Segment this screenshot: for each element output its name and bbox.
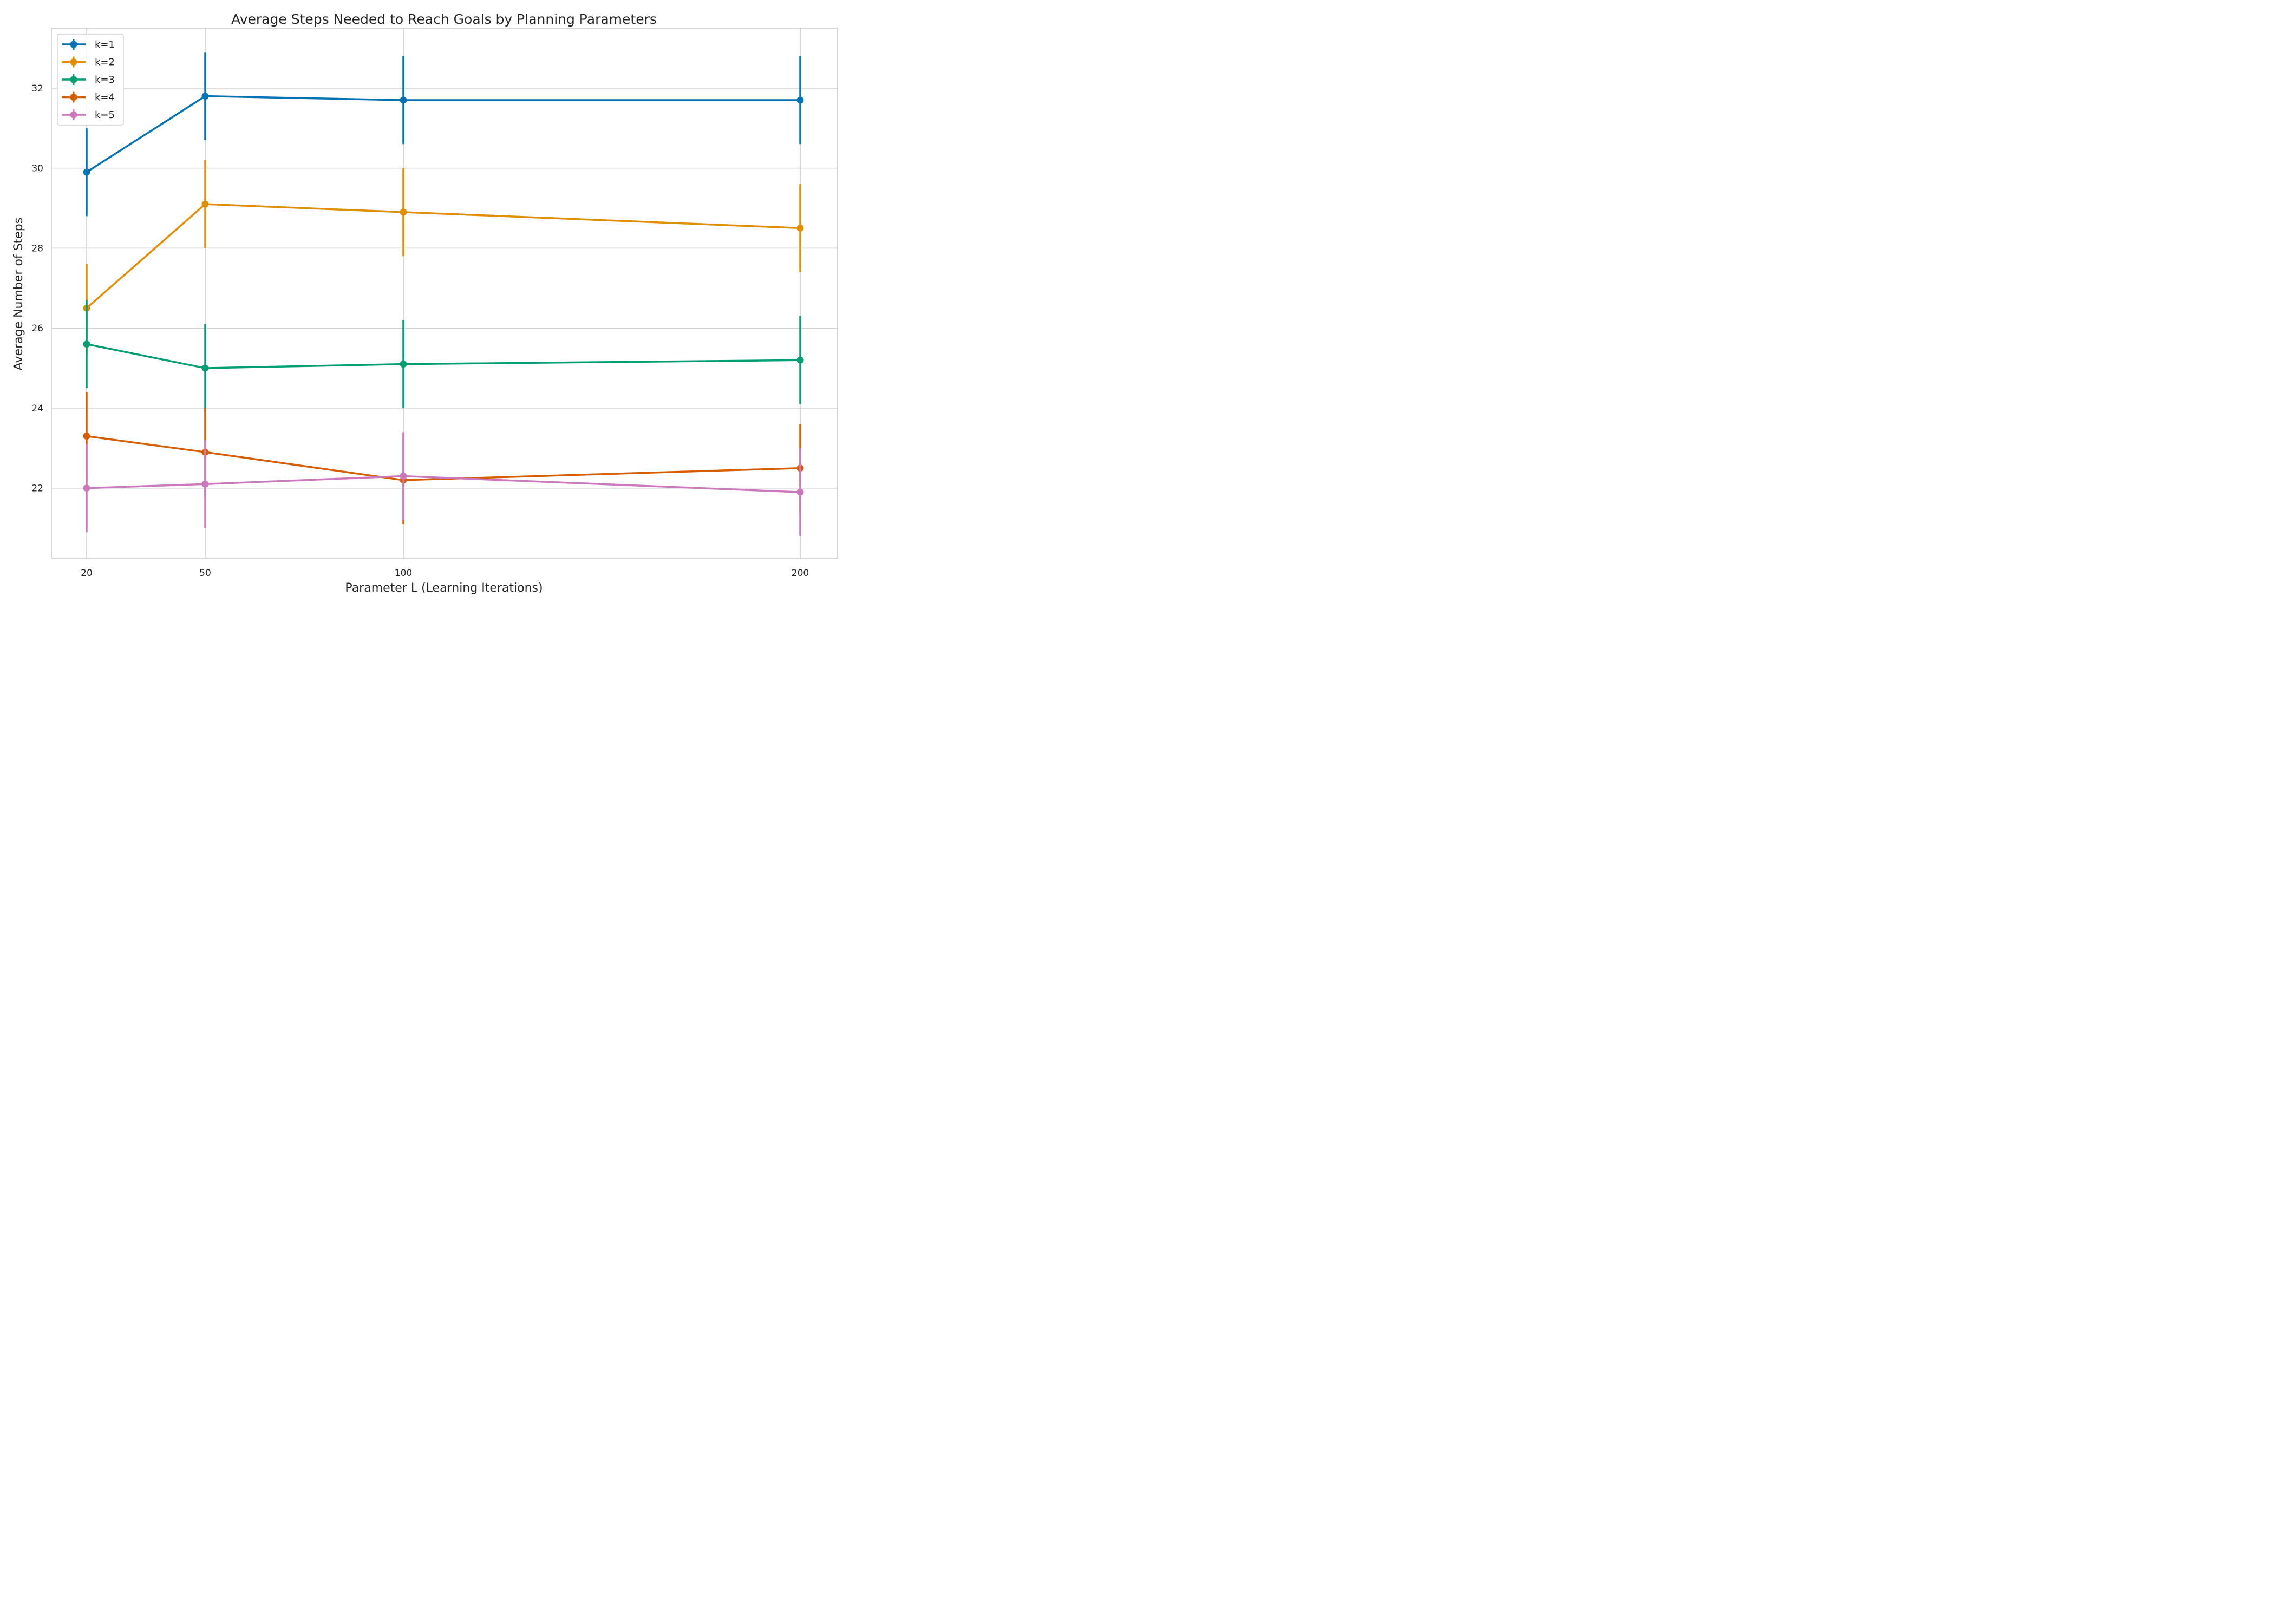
data-point bbox=[83, 484, 90, 492]
series-line bbox=[86, 475, 801, 493]
data-point bbox=[400, 361, 407, 368]
data-point bbox=[400, 208, 407, 216]
y-tick-label: 26 bbox=[31, 323, 43, 334]
data-point bbox=[796, 356, 804, 364]
legend: k=1 k=2 k=3 k=4 k=5 bbox=[57, 34, 124, 126]
plot-frame bbox=[51, 28, 838, 559]
legend-marker bbox=[70, 94, 77, 101]
line-chart: 20 50 100 200 22 24 26 28 30 32 Average Steps Ne… bbox=[0, 0, 848, 606]
data-point bbox=[83, 340, 90, 348]
data-point bbox=[796, 488, 804, 496]
series-layer bbox=[83, 52, 804, 536]
legend-label: k=2 bbox=[95, 57, 115, 68]
y-axis-label: Average Number of Steps bbox=[12, 218, 25, 370]
x-tick-label: 100 bbox=[395, 568, 412, 579]
legend-marker bbox=[70, 111, 77, 119]
x-tick-labels: 20 50 100 200 bbox=[81, 568, 809, 579]
legend-items: k=1 k=2 k=3 k=4 k=5 bbox=[62, 39, 115, 121]
chart-background bbox=[0, 0, 848, 606]
legend-item: k=5 bbox=[62, 109, 115, 121]
chart-container: 20 50 100 200 22 24 26 28 30 32 Average Steps Ne… bbox=[0, 0, 848, 606]
data-point bbox=[201, 480, 209, 488]
legend-label: k=4 bbox=[95, 92, 115, 103]
legend-item: k=1 bbox=[62, 39, 115, 50]
data-point bbox=[796, 224, 804, 232]
series-k3 bbox=[83, 300, 804, 412]
legend-item: k=4 bbox=[62, 91, 115, 103]
x-tick-label: 20 bbox=[81, 568, 93, 579]
y-tick-label: 28 bbox=[31, 243, 43, 254]
x-tick-label: 200 bbox=[792, 568, 809, 579]
data-point bbox=[400, 473, 407, 480]
chart-title: Average Steps Needed to Reach Goals by P… bbox=[231, 11, 657, 27]
series-k1 bbox=[83, 52, 804, 217]
legend-label: k=1 bbox=[95, 39, 115, 50]
legend-item: k=3 bbox=[62, 74, 115, 86]
legend-marker bbox=[70, 76, 77, 83]
legend-marker bbox=[70, 41, 77, 48]
y-tick-label: 24 bbox=[31, 403, 43, 414]
x-axis-label: Parameter L (Learning Iterations) bbox=[345, 581, 543, 595]
series-line bbox=[86, 343, 801, 369]
series-line bbox=[86, 95, 800, 173]
data-point bbox=[400, 96, 407, 104]
data-point bbox=[83, 433, 90, 440]
series-line bbox=[86, 203, 801, 309]
data-point bbox=[201, 364, 209, 372]
series-line bbox=[86, 435, 801, 481]
x-tick-label: 50 bbox=[199, 568, 211, 579]
legend-item: k=2 bbox=[62, 56, 115, 68]
legend-label: k=5 bbox=[95, 109, 115, 121]
legend-label: k=3 bbox=[95, 74, 115, 86]
y-tick-label: 22 bbox=[31, 483, 43, 494]
y-tick-label: 30 bbox=[31, 163, 43, 174]
data-point bbox=[83, 168, 90, 176]
y-tick-label: 32 bbox=[31, 83, 43, 94]
data-point bbox=[201, 200, 209, 208]
series-k5 bbox=[83, 432, 804, 536]
data-point bbox=[201, 93, 209, 100]
y-tick-labels: 22 24 26 28 30 32 bbox=[31, 83, 43, 494]
data-point bbox=[796, 96, 804, 104]
legend-marker bbox=[70, 58, 77, 66]
